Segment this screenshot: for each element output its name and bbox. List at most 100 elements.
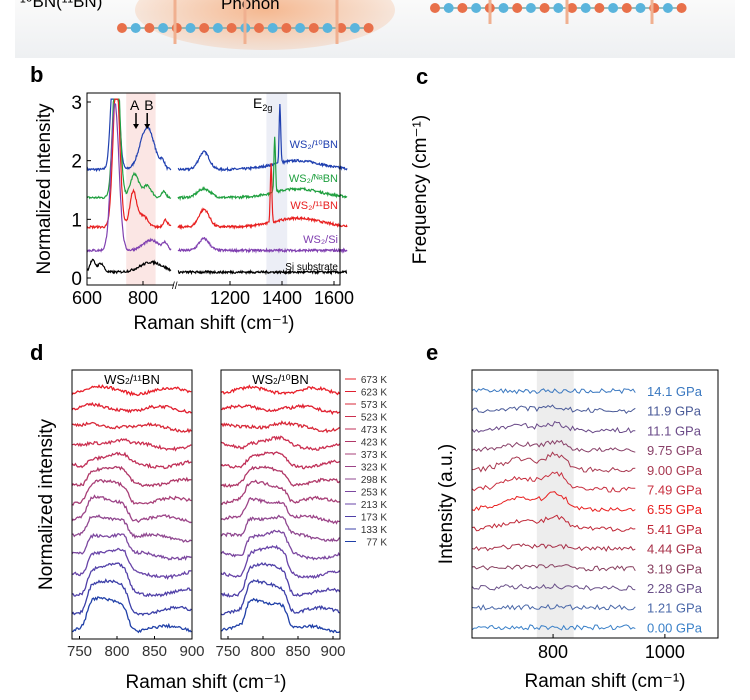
series-line-1-11: [220, 561, 341, 598]
series-label: 5.41 GPa: [647, 522, 703, 537]
peak-label-B: B: [144, 97, 153, 113]
series-line-7: [471, 514, 636, 532]
series-line-1-1: [220, 403, 340, 416]
series-line-3: [86, 102, 172, 253]
atom: [662, 3, 673, 13]
x-tick-label: 900: [320, 643, 345, 660]
atom: [594, 3, 605, 13]
atom: [621, 3, 632, 13]
shade-region: [536, 370, 574, 638]
atom: [539, 3, 550, 13]
y-axis-label: Normalized intensity: [36, 418, 57, 590]
panel-label-e: e: [426, 340, 439, 365]
series-label: 6.55 GPa: [647, 502, 703, 517]
chart-e: 14.1 GPa 11.9 GPa 11.1 GPa 9.75 GPa 9.00 GPa…: [436, 369, 719, 692]
legend-entry: 473 K: [361, 425, 387, 436]
atom: [676, 3, 687, 13]
plot-frame: [471, 369, 719, 639]
atom: [336, 23, 347, 33]
legend-entry: 253 K: [361, 488, 387, 499]
series-line-0: [471, 387, 636, 395]
series-line-0-7: [71, 494, 192, 524]
panel-label-d: d: [30, 340, 44, 365]
atom: [117, 23, 127, 33]
chart-b: WS₂/¹⁰BN WS₂/ᴺᵃBN WS₂/¹¹BN WS₂/Si Si substra…: [34, 92, 354, 334]
legend-entry: 133 K: [361, 525, 387, 536]
series-line-1-10: [220, 544, 341, 580]
series-line-0-6: [71, 479, 192, 506]
series-line-0-5: [71, 465, 192, 488]
series-label: 11.1 GPa: [647, 423, 702, 438]
panel-label-b: b: [30, 62, 44, 87]
atom-chains: [117, 0, 687, 44]
legend-entry: 523 K: [361, 413, 387, 424]
series-line-10: [471, 583, 636, 591]
y-axis-label: Normalized intensity: [34, 103, 55, 275]
peak-label-A: A: [130, 97, 140, 113]
atom: [363, 23, 374, 33]
x-axis-label: Raman shift (cm⁻¹): [134, 313, 295, 334]
legend-entry: 298 K: [361, 475, 387, 486]
series-line-0-13: [71, 596, 192, 634]
series-line-0-3: [71, 437, 192, 452]
atom: [498, 3, 509, 13]
series-label: 3.19 GPa: [647, 561, 703, 576]
x-tick-label: 750: [215, 643, 240, 660]
x-tick-label: 900: [179, 643, 204, 660]
series-line-3: [471, 439, 636, 453]
series-line-1: [471, 404, 636, 414]
series-line-3: [177, 236, 348, 254]
series-label: 7.49 GPa: [647, 483, 703, 498]
atom: [267, 23, 278, 33]
arrowhead: [144, 124, 151, 129]
panel-label-c: c: [416, 64, 429, 89]
series-line-2: [86, 98, 172, 230]
x-tick-label: 1600: [314, 288, 354, 308]
series-line-4: [86, 258, 172, 275]
series-line-0-1: [71, 401, 192, 414]
legend-entry: 173 K: [361, 513, 387, 524]
series-label: 11.9 GPa: [647, 404, 702, 419]
series-line-1-8: [220, 514, 341, 543]
legend-entry: 373 K: [361, 450, 387, 461]
y-tick-label: 3: [71, 93, 82, 114]
atom: [254, 23, 264, 33]
series-label: WS₂/¹¹BN: [290, 200, 338, 212]
series-line-1-13: [220, 597, 341, 634]
series-label: 9.75 GPa: [647, 443, 703, 458]
series-line-1: [177, 136, 348, 202]
chart-d: WS2/¹¹BN 750 800 850 900 WS2/¹⁰BN 750 800 850 900…: [36, 369, 387, 693]
x-tick-label: 800: [128, 288, 158, 308]
x-axis-label: Raman shift (cm⁻¹): [126, 672, 287, 693]
x-tick-label: 800: [104, 643, 129, 660]
series-line-2: [177, 163, 348, 231]
atom: [226, 23, 237, 33]
x-tick-label: 850: [285, 643, 310, 660]
x-axis-label: Raman shift (cm⁻¹): [525, 671, 686, 692]
x-tick-label: 800: [250, 643, 275, 660]
legend-entry: 213 K: [361, 500, 387, 511]
atom: [512, 3, 523, 13]
atom: [580, 3, 591, 13]
x-tick-label: 1400: [262, 288, 302, 308]
atom: [635, 3, 646, 13]
atom: [457, 3, 468, 13]
atom: [322, 23, 333, 33]
subplot-title: WS2/¹⁰BN: [252, 372, 309, 387]
series-line-0-4: [71, 451, 192, 470]
x-tick-label: 750: [67, 643, 92, 660]
series-line-0-10: [71, 547, 192, 581]
legend-entry: 323 K: [361, 463, 387, 474]
series-label: 2.28 GPa: [647, 581, 703, 596]
series-line-11: [471, 603, 636, 611]
atom: [471, 3, 482, 13]
axis-break-mark: //: [172, 281, 178, 292]
series-line-1-4: [220, 451, 340, 470]
atom: [567, 3, 577, 13]
atom: [608, 3, 619, 13]
x-tick-label: 850: [142, 643, 167, 660]
legend-entry: 623 K: [361, 388, 387, 399]
atom: [308, 23, 319, 33]
series-line-0-2: [71, 421, 192, 434]
